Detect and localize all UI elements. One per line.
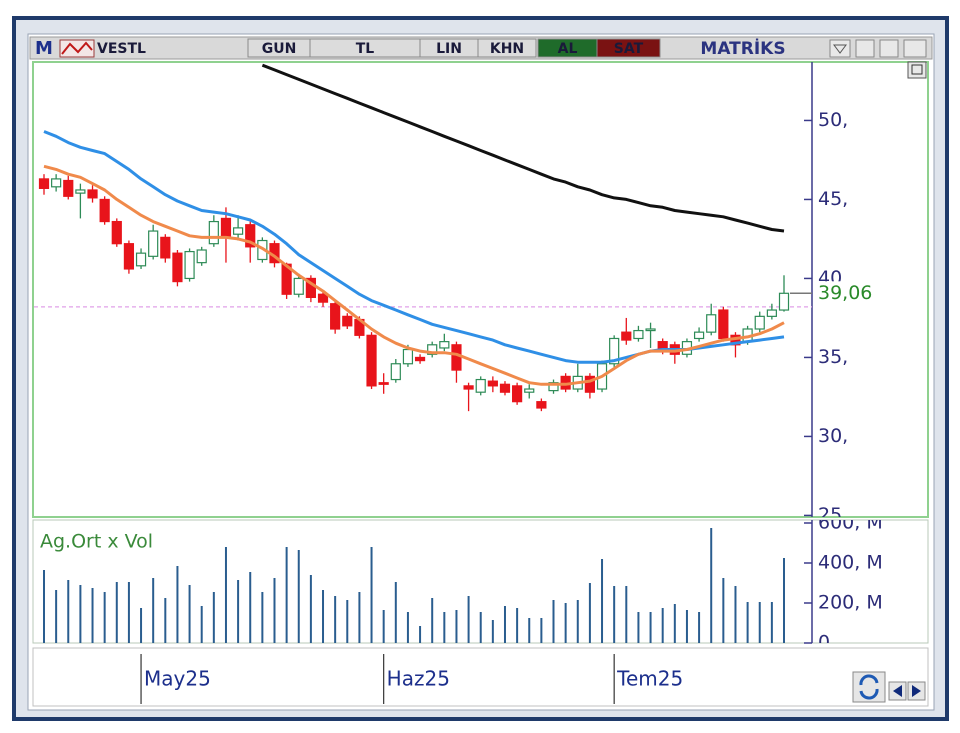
window-buttons xyxy=(829,39,927,58)
candle-body xyxy=(475,378,486,393)
toolbar-button[interactable] xyxy=(596,38,661,58)
candle-body xyxy=(451,344,462,371)
volume-axis-labels: 0 200, M 400, M 600, M xyxy=(818,512,883,654)
logo: M xyxy=(35,38,53,59)
candle-body xyxy=(463,385,474,390)
candle-body xyxy=(63,179,74,197)
candle-body xyxy=(305,277,316,298)
panel-button-glyph xyxy=(911,64,923,75)
candle-body xyxy=(38,178,50,189)
y-tick-label: 400, M xyxy=(818,552,883,574)
symbol[interactable]: VESTL xyxy=(97,41,146,57)
symbol-icon-glyph xyxy=(61,41,93,55)
volume-title: Ag.Ort x Vol xyxy=(40,531,153,553)
price-axis-labels: 25,30,35,40,45,50, xyxy=(818,109,848,526)
candle-body xyxy=(342,315,353,327)
candle-body xyxy=(536,401,547,409)
candle-body xyxy=(51,178,62,188)
candle-body xyxy=(621,331,632,341)
candle-body xyxy=(148,230,159,257)
scroll-right-glyph xyxy=(912,685,921,697)
price-panel xyxy=(32,61,929,518)
y-tick-label: 25, xyxy=(818,504,848,526)
candle-body xyxy=(87,189,98,199)
candle-body xyxy=(439,341,450,349)
panel-button[interactable] xyxy=(907,61,927,79)
candle-body xyxy=(232,227,244,235)
maximize-button[interactable] xyxy=(879,39,899,58)
candle-body xyxy=(548,382,559,392)
candle-body xyxy=(645,328,656,332)
candle-body xyxy=(402,348,414,365)
y-tick-label: 200, M xyxy=(818,592,883,614)
candle-body xyxy=(330,303,341,330)
candle-body xyxy=(766,309,777,317)
candle-body xyxy=(693,331,705,340)
y-tick-label: 0 xyxy=(818,632,830,654)
refresh-glyph xyxy=(859,674,879,700)
y-tick-label: 600, M xyxy=(818,512,883,534)
moving-average xyxy=(43,164,785,386)
candle-body xyxy=(135,252,147,267)
candle-body xyxy=(754,315,765,330)
menu-glyph xyxy=(833,44,847,54)
candle-body xyxy=(499,383,511,393)
candle-body xyxy=(184,250,195,280)
toolbar-button-label: LIN xyxy=(436,41,462,57)
x-tick-label: May25 xyxy=(144,667,211,691)
toolbar-button[interactable] xyxy=(477,38,537,58)
minimize-button[interactable] xyxy=(855,39,875,58)
candle-body xyxy=(584,375,596,393)
y-tick-label: 45, xyxy=(818,188,848,210)
candle-body xyxy=(317,293,329,303)
candle-body xyxy=(633,329,644,340)
candle-body xyxy=(512,385,523,403)
last-price-box xyxy=(814,281,888,306)
candle-body xyxy=(487,380,498,387)
toolbar-button-label: SAT xyxy=(614,41,644,57)
brand: MATRİKS xyxy=(700,37,785,59)
menu-button[interactable] xyxy=(829,39,851,58)
toolbar-button-label: KHN xyxy=(490,41,524,57)
candle-body xyxy=(414,356,426,362)
candle-body xyxy=(196,249,207,264)
x-tick-label: Haz25 xyxy=(387,667,450,691)
candle-body xyxy=(172,252,183,283)
last-price-label: 39,06 xyxy=(818,282,872,304)
close-button[interactable] xyxy=(903,39,927,58)
candle-body xyxy=(293,277,304,295)
candle-body xyxy=(220,217,232,238)
moving-average xyxy=(261,63,785,233)
candle-body xyxy=(706,314,717,333)
candle-body xyxy=(718,309,729,340)
toolbar-button-label: GUN xyxy=(262,41,297,57)
candle-body xyxy=(208,220,219,245)
candle-body xyxy=(75,189,86,194)
toolbar-button-label: AL xyxy=(558,41,578,57)
candle-body xyxy=(160,236,171,259)
candle-body xyxy=(609,337,620,365)
candle-body xyxy=(366,334,377,387)
candle-body xyxy=(378,382,389,385)
x-tick-label: Tem25 xyxy=(616,667,683,691)
nav-buttons xyxy=(852,671,926,703)
candle-body xyxy=(524,388,535,393)
y-tick-label: 50, xyxy=(818,109,848,131)
candle-body xyxy=(427,344,438,355)
y-tick-label: 35, xyxy=(818,346,848,368)
candle-body xyxy=(99,198,110,223)
candle-body xyxy=(245,224,256,248)
candle-body xyxy=(111,220,122,245)
y-tick-label: 30, xyxy=(818,425,848,447)
toolbar-button-label: TL xyxy=(356,41,375,57)
candle-body xyxy=(778,292,790,311)
scroll-left-glyph xyxy=(893,685,902,697)
candle-body xyxy=(390,363,401,381)
date-strip xyxy=(32,647,929,707)
candle-body xyxy=(123,243,135,270)
symbol-icon[interactable] xyxy=(59,39,95,58)
